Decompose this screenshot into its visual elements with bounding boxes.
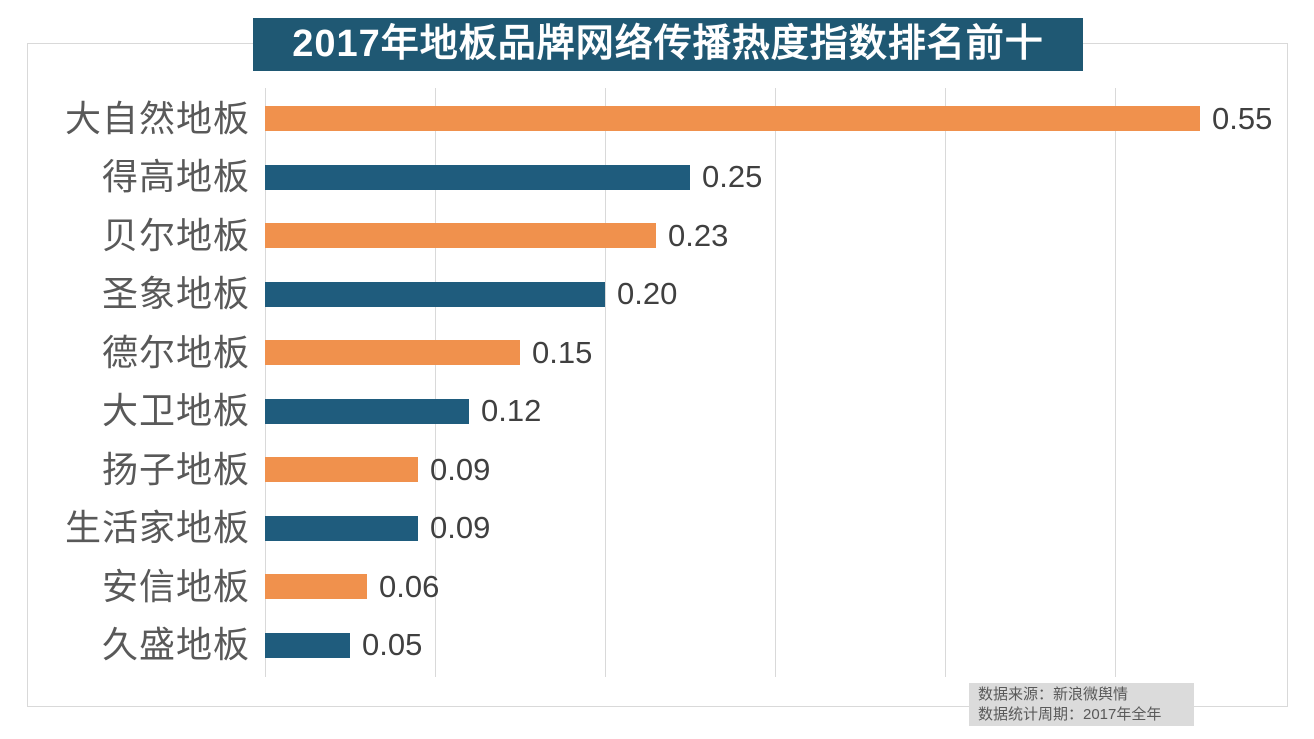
gridline [605, 88, 606, 677]
value-label: 0.05 [362, 627, 423, 662]
value-label: 0.55 [1212, 101, 1273, 136]
gridline [435, 88, 436, 677]
category-label: 大自然地板 [64, 98, 250, 139]
value-label: 0.20 [617, 276, 678, 311]
bar [265, 106, 1200, 131]
category-label: 贝尔地板 [101, 215, 250, 256]
value-label: 0.06 [379, 569, 440, 604]
category-label: 久盛地板 [101, 624, 250, 665]
category-label: 安信地板 [101, 566, 250, 607]
bar [265, 223, 656, 248]
value-label: 0.23 [668, 218, 729, 253]
gridline [265, 88, 266, 677]
data-source-line: 数据来源：新浪微舆情 [978, 686, 1129, 703]
value-label: 0.09 [430, 510, 491, 545]
bar [265, 516, 418, 541]
gridline [1115, 88, 1116, 677]
chart-title: 2017年地板品牌网络传播热度指数排名前十 [292, 23, 1044, 65]
chart-title-banner: 2017年地板品牌网络传播热度指数排名前十 [253, 18, 1083, 71]
bar [265, 633, 350, 658]
value-label: 0.12 [481, 393, 542, 428]
data-period-line: 数据统计周期：2017年全年 [978, 706, 1162, 723]
value-label: 0.15 [532, 335, 593, 370]
category-label: 德尔地板 [101, 332, 250, 373]
bar [265, 165, 690, 190]
bar [265, 399, 469, 424]
category-label: 生活家地板 [64, 507, 250, 548]
category-label: 大卫地板 [101, 390, 250, 431]
gridline [945, 88, 946, 677]
category-label: 扬子地板 [101, 449, 250, 490]
gridline [775, 88, 776, 677]
value-label: 0.25 [702, 159, 763, 194]
bar [265, 282, 605, 307]
bar [265, 457, 418, 482]
bar [265, 340, 520, 365]
category-label: 圣象地板 [101, 273, 250, 314]
value-label: 0.09 [430, 452, 491, 487]
bar [265, 574, 367, 599]
source-note-box: 数据来源：新浪微舆情 数据统计周期：2017年全年 [969, 683, 1194, 726]
plot-frame [27, 43, 1288, 707]
category-label: 得高地板 [101, 156, 250, 197]
